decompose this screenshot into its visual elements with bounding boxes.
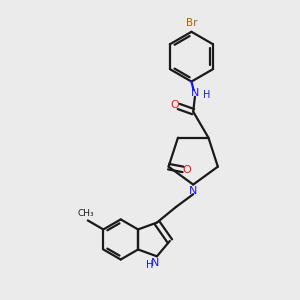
Text: Br: Br <box>186 18 197 28</box>
Text: O: O <box>183 165 192 175</box>
Text: CH₃: CH₃ <box>77 209 94 218</box>
Text: H: H <box>202 90 210 100</box>
Text: O: O <box>170 100 179 110</box>
Text: N: N <box>191 88 199 98</box>
Text: N: N <box>151 258 159 268</box>
Text: N: N <box>189 186 197 196</box>
Text: H: H <box>146 260 153 270</box>
